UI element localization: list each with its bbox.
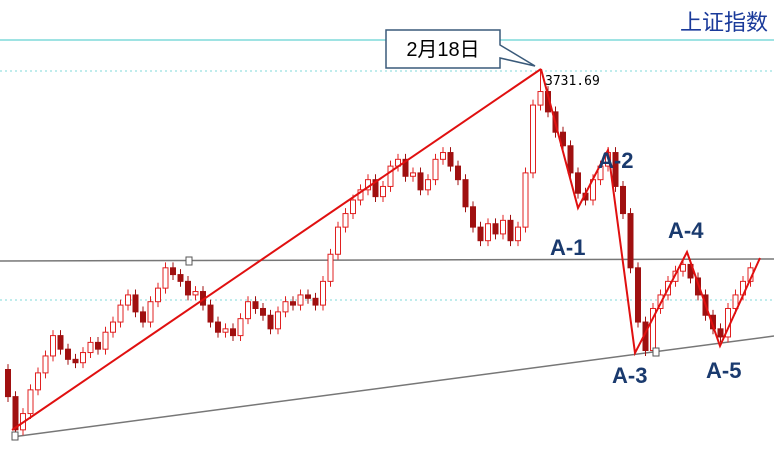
candle-body <box>125 294 131 306</box>
candle-body <box>155 287 161 303</box>
candle-body <box>222 328 229 333</box>
candle-body <box>57 335 64 350</box>
candle-body <box>290 301 296 306</box>
candle-body <box>425 179 431 191</box>
peak-label: 3731.69 <box>545 74 600 89</box>
candle-body <box>387 165 394 187</box>
candle-body <box>147 301 154 323</box>
candle-body <box>462 179 469 208</box>
candle-body <box>680 263 686 272</box>
candle-body <box>305 294 311 299</box>
candle-body <box>230 328 236 337</box>
candle-body <box>402 158 409 177</box>
candle-body <box>42 355 49 374</box>
candle-body <box>245 301 251 320</box>
candle-body <box>627 213 634 269</box>
candle-body <box>12 396 19 431</box>
candle-body <box>537 91 544 106</box>
candle-body <box>327 253 334 282</box>
candle-body <box>65 348 71 360</box>
resistance-line <box>0 258 774 262</box>
wave-label: A-3 <box>612 363 647 388</box>
candle-body <box>207 304 214 323</box>
candle-body <box>177 274 184 282</box>
candle-body <box>297 294 304 306</box>
candle-body <box>492 223 499 235</box>
candle-body <box>447 152 454 167</box>
candle-body <box>320 280 326 306</box>
candle-body <box>522 172 529 228</box>
candle-body <box>140 311 146 323</box>
candle-body <box>410 172 416 177</box>
wave-line <box>540 68 761 357</box>
candle-body <box>530 104 536 174</box>
candle-body <box>170 267 176 276</box>
candle-body <box>567 145 574 174</box>
candle-body <box>72 358 79 364</box>
candle-body <box>380 185 386 198</box>
candle-body <box>117 304 124 323</box>
candle-body <box>185 280 191 296</box>
candle-body <box>252 301 259 309</box>
candle-body <box>372 179 379 198</box>
candle-body <box>455 165 461 181</box>
candle-body <box>80 352 86 364</box>
candle-body <box>110 321 116 333</box>
candle-body <box>507 219 514 242</box>
marker <box>185 256 193 266</box>
candle-body <box>260 307 266 316</box>
candle-body <box>350 199 356 215</box>
candle-body <box>477 226 484 242</box>
candle-body <box>102 331 109 350</box>
candle-body <box>87 341 94 354</box>
candle-body <box>50 335 56 357</box>
support-line <box>11 335 774 438</box>
wave-label: A-1 <box>550 235 585 260</box>
candle-body <box>312 297 319 306</box>
marker <box>11 431 19 441</box>
candle-body <box>162 267 169 289</box>
candle-body <box>282 301 289 313</box>
candles <box>5 70 754 436</box>
candle-body <box>620 185 626 215</box>
candle-body <box>267 314 274 330</box>
candle-body <box>192 291 199 296</box>
candle-body <box>432 158 439 181</box>
candle-body <box>500 219 506 235</box>
candle-body <box>132 294 139 313</box>
candle-body <box>215 321 221 333</box>
candle-body <box>342 213 349 228</box>
candle-body <box>440 152 446 160</box>
trend-line <box>11 68 542 431</box>
candle-body <box>27 389 34 415</box>
wave-label: A-5 <box>706 358 741 383</box>
wave-label: A-2 <box>598 148 633 173</box>
candle-body <box>417 172 424 191</box>
candle-body <box>5 369 11 398</box>
candle-body <box>95 341 101 350</box>
candle-body <box>717 328 724 338</box>
marker <box>652 347 660 357</box>
chart-title: 上证指数 <box>680 10 768 35</box>
callout-text: 2月18日 <box>406 39 479 61</box>
candle-body <box>35 372 41 391</box>
callout-box <box>385 29 536 69</box>
wave-label: A-4 <box>668 218 704 243</box>
candle-body <box>575 172 581 194</box>
candle-body <box>470 206 476 228</box>
candle-body <box>237 318 244 337</box>
candle-body <box>485 223 491 242</box>
candle-body <box>612 152 619 187</box>
candle-body <box>335 226 341 255</box>
candle-body <box>515 226 521 242</box>
candle-body <box>732 294 739 309</box>
candle-body <box>695 277 701 296</box>
candle-body <box>635 267 641 323</box>
candle-body <box>275 311 281 330</box>
